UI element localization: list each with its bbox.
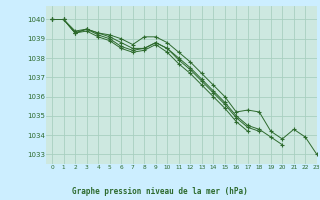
Text: Graphe pression niveau de la mer (hPa): Graphe pression niveau de la mer (hPa) xyxy=(72,187,248,196)
